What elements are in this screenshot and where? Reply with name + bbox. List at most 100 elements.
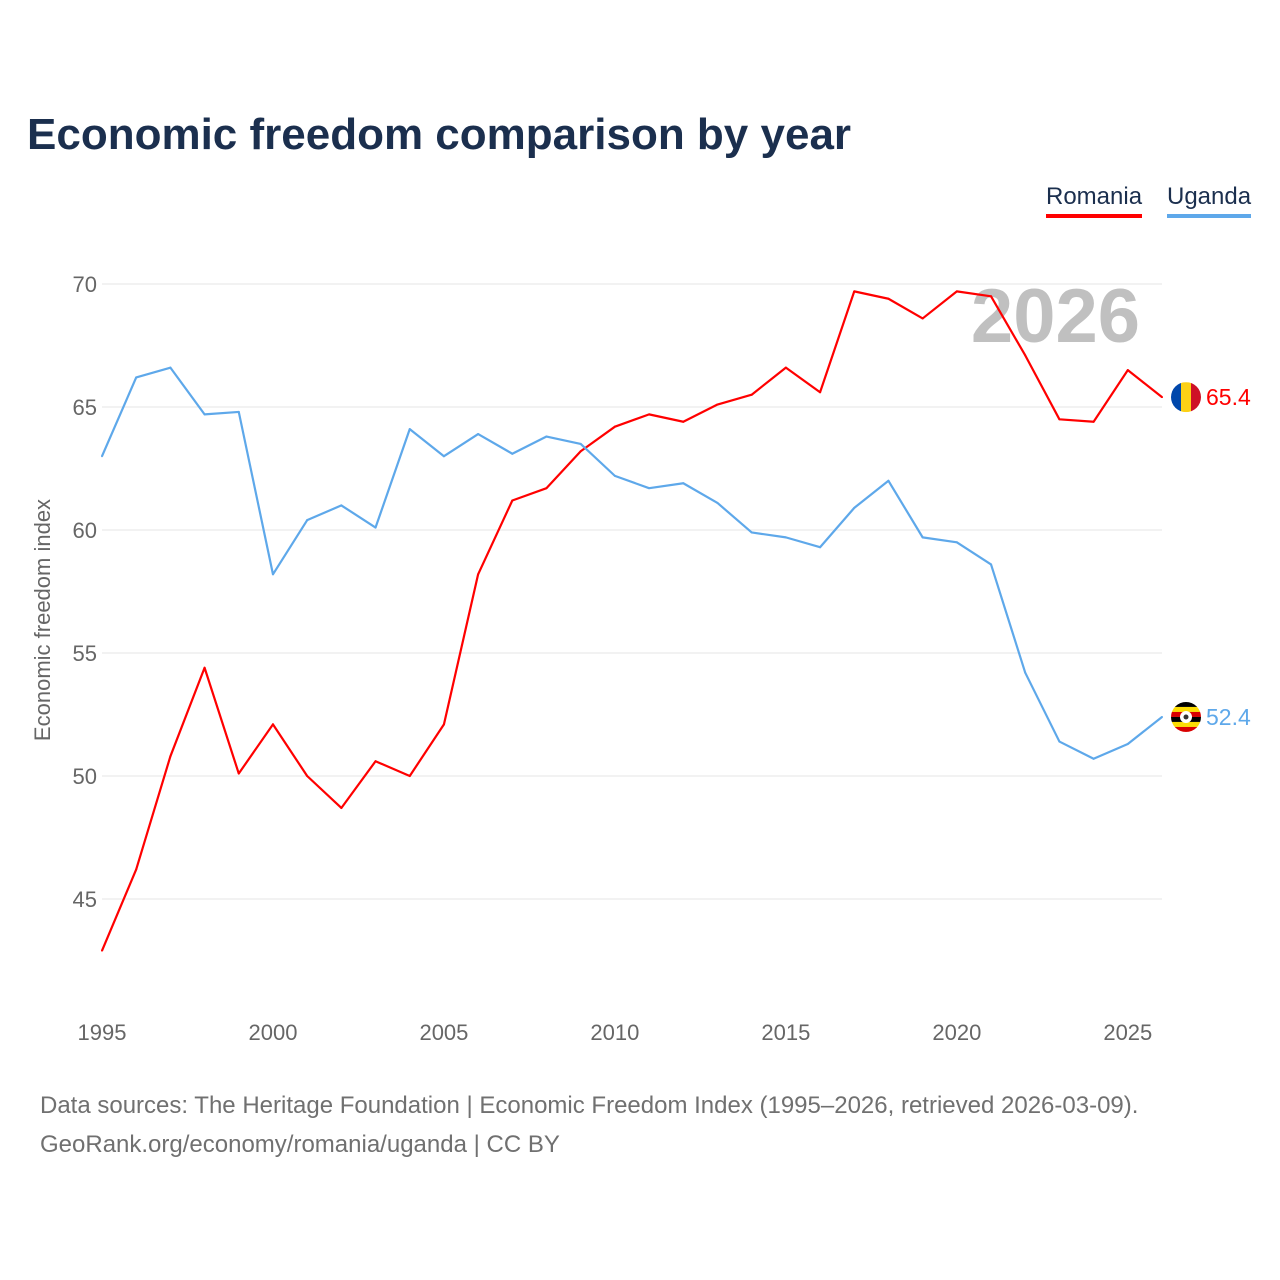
data-point: [648, 487, 651, 490]
data-point: [682, 420, 685, 423]
data-point: [990, 295, 993, 298]
y-tick-label: 60: [73, 518, 97, 543]
data-point: [169, 366, 172, 369]
data-point: [442, 723, 445, 726]
data-point: [306, 775, 309, 777]
data-point: [921, 317, 924, 320]
data-point: [819, 546, 822, 549]
flag: [1171, 701, 1201, 732]
legend-item-uganda[interactable]: Uganda: [1167, 183, 1252, 218]
data-point: [1058, 418, 1061, 421]
flag-stripe: [1171, 706, 1201, 712]
data-point: [374, 760, 377, 763]
footer: Data sources: The Heritage Foundation | …: [40, 1086, 1138, 1164]
data-point: [511, 452, 514, 455]
data-point: [579, 442, 582, 445]
series-line-uganda: [100, 366, 1163, 760]
x-tick-label: 2020: [932, 1020, 981, 1045]
data-point: [784, 366, 787, 369]
footer-sources: Data sources: The Heritage Foundation | …: [40, 1092, 1139, 1119]
series-line-romania: [100, 290, 1163, 952]
footer-link[interactable]: GeoRank.org/economy/romania/uganda | CC …: [40, 1131, 560, 1158]
data-point: [613, 474, 616, 477]
data-point: [135, 868, 138, 871]
data-point: [682, 482, 685, 485]
data-point: [408, 775, 411, 777]
end-value-label-romania: 65.4: [1206, 384, 1251, 410]
data-point: [169, 755, 172, 758]
uganda-flag-icon: [1171, 701, 1201, 732]
flag-emblem-bird: [1183, 714, 1189, 720]
flag: [1171, 382, 1201, 413]
y-tick-label: 45: [73, 887, 97, 912]
data-point: [1024, 671, 1027, 674]
data-point: [545, 435, 548, 438]
data-point: [648, 413, 651, 416]
data-point: [101, 949, 103, 952]
data-point: [955, 290, 958, 293]
data-point: [613, 425, 616, 428]
data-point: [1126, 743, 1129, 746]
data-point: [784, 536, 787, 539]
data-point: [237, 410, 240, 413]
romania-flag-icon: [1171, 382, 1201, 413]
data-point: [750, 531, 753, 534]
x-tick-label: 2010: [590, 1020, 639, 1045]
data-point: [477, 433, 480, 436]
y-tick-label: 55: [73, 641, 97, 666]
data-point: [1092, 757, 1095, 760]
flag-stripe: [1191, 382, 1201, 413]
y-tick-label: 65: [73, 395, 97, 420]
year-watermark: 2026: [971, 274, 1140, 359]
data-point: [477, 573, 480, 576]
data-point: [853, 290, 856, 293]
flag-stripe: [1171, 382, 1181, 413]
x-tick-label: 2015: [761, 1020, 810, 1045]
flag-stripe: [1171, 701, 1201, 707]
data-point: [271, 723, 274, 726]
y-tick-label: 70: [73, 272, 97, 297]
data-point: [135, 376, 138, 379]
x-tick-label: 2005: [419, 1020, 468, 1045]
y-tick-label: 50: [73, 764, 97, 789]
legend-item-romania[interactable]: Romania: [1046, 183, 1143, 218]
data-point: [203, 413, 206, 416]
flag-stripe: [1171, 726, 1201, 732]
data-point: [237, 772, 240, 775]
data-point: [1058, 740, 1061, 743]
data-point: [1092, 420, 1095, 423]
x-tick-label: 1995: [78, 1020, 127, 1045]
data-point: [545, 487, 548, 490]
data-point: [1161, 396, 1163, 399]
x-tick-label: 2000: [248, 1020, 297, 1045]
data-point: [750, 393, 753, 396]
data-point: [716, 403, 719, 406]
data-point: [511, 499, 514, 502]
data-point: [408, 428, 411, 431]
flag-stripe: [1171, 721, 1201, 727]
data-point: [374, 526, 377, 529]
data-point: [271, 573, 274, 576]
end-value-label-uganda: 52.4: [1206, 704, 1251, 730]
data-point: [1161, 715, 1163, 718]
flag-stripe: [1181, 382, 1191, 413]
data-point: [887, 297, 890, 300]
x-tick-label: 2025: [1103, 1020, 1152, 1045]
chart-title: Economic freedom comparison by year: [27, 110, 852, 159]
data-point: [579, 450, 582, 453]
data-point: [819, 391, 822, 394]
data-point: [716, 501, 719, 504]
data-point: [1126, 369, 1129, 372]
data-point: [1024, 354, 1027, 357]
data-point: [887, 479, 890, 482]
data-point: [853, 506, 856, 509]
data-point: [203, 666, 206, 669]
data-point: [990, 563, 993, 566]
data-point: [306, 519, 309, 522]
data-point: [955, 541, 958, 544]
data-point: [101, 455, 103, 458]
data-point: [442, 455, 445, 458]
y-axis-label: Economic freedom index: [30, 499, 55, 741]
data-point: [921, 536, 924, 539]
